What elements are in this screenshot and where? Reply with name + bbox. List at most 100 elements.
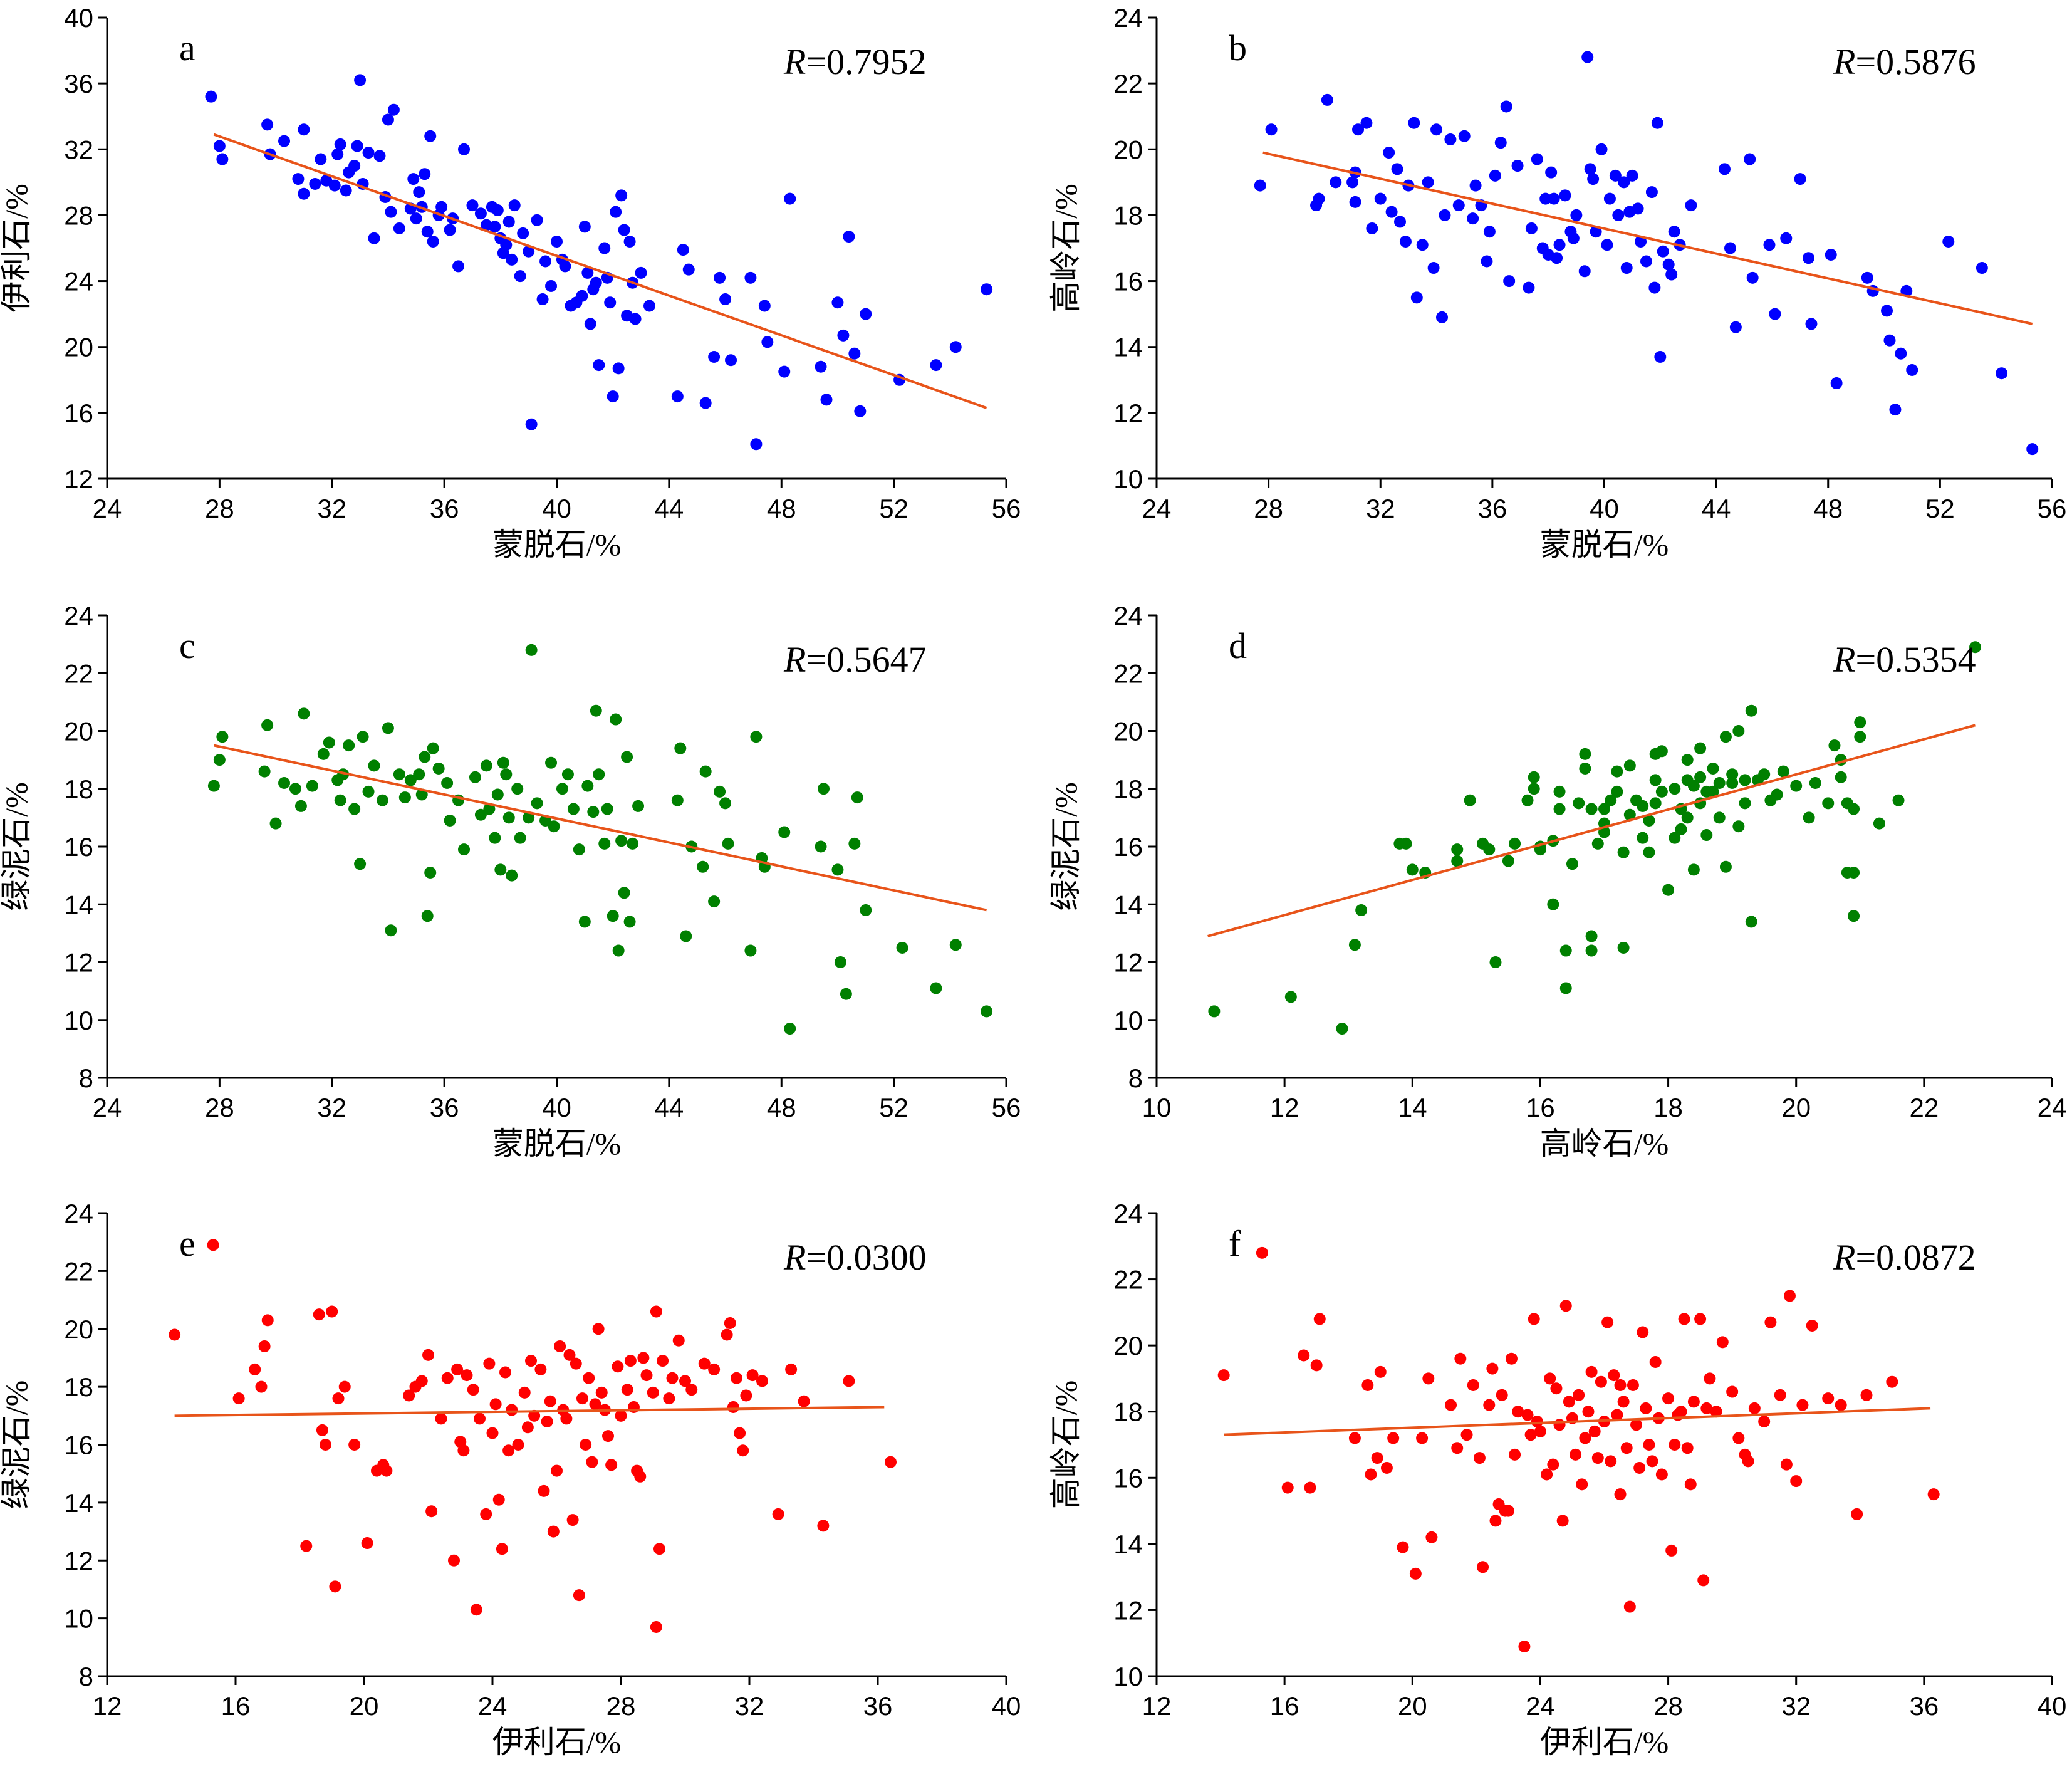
data-point [949,939,962,951]
data-point [602,1430,614,1443]
data-point [612,362,625,375]
data-point [1573,797,1585,810]
data-point [567,803,580,815]
data-point [1694,771,1707,783]
data-point [734,1427,746,1439]
data-point [1481,255,1493,268]
data-point [496,1543,508,1555]
fit-line [1224,1407,1931,1436]
data-point [604,296,617,309]
data-point [1790,1475,1803,1488]
data-point [1566,858,1578,870]
data-point [1486,1362,1499,1375]
data-point [1559,189,1571,202]
data-point [727,1401,739,1413]
y-tick-label: 16 [64,832,93,862]
data-point [699,397,712,409]
data-point [1512,1406,1524,1418]
data-point [1556,1515,1569,1527]
data-point [486,1427,499,1439]
data-point [581,780,594,792]
x-tick-label: 14 [1398,1093,1427,1122]
data-point [563,1349,576,1361]
data-point [506,253,518,266]
x-tick-label: 24 [93,1093,122,1122]
data-point [1397,1541,1409,1553]
data-point [480,759,492,772]
data-point [500,239,513,251]
r-value: =0.0872 [1855,1237,1976,1278]
x-tick-label: 18 [1653,1093,1683,1122]
fit-line [1262,151,2033,325]
data-point [261,1314,274,1327]
data-point [545,279,558,292]
data-point [677,244,689,256]
data-point [581,266,594,279]
data-point [1511,160,1524,172]
data-point [289,783,301,795]
data-point [474,207,487,220]
y-tick-label: 12 [1113,399,1143,428]
data-point [1483,226,1496,238]
data-point [1550,1382,1563,1395]
x-axis-label: 蒙脱石/% [1540,527,1669,562]
data-point [1835,771,1847,783]
data-point [1684,1478,1697,1491]
data-point [1681,1442,1694,1454]
data-point [1996,367,2008,380]
data-point [746,1369,759,1382]
data-point [744,944,757,957]
data-point [1614,1379,1627,1391]
data-point [1545,166,1558,179]
data-point [1587,173,1600,185]
data-point [278,777,291,790]
data-point [1444,133,1457,146]
data-point [1451,855,1464,867]
data-point [1559,944,1572,957]
data-point [531,214,543,226]
data-point [848,837,861,850]
data-point [413,768,425,781]
data-point [541,1416,553,1428]
data-point [1640,1402,1652,1414]
data-point [1265,123,1278,136]
data-point [785,1363,798,1375]
x-tick-label: 12 [1142,1691,1172,1721]
data-point [1623,759,1636,772]
y-tick-label: 22 [1113,69,1143,98]
data-point [1399,235,1412,248]
y-tick-label: 10 [1113,1006,1143,1035]
data-point [1385,206,1398,218]
r-symbol: R [1833,1237,1855,1278]
data-point [778,365,791,378]
data-point [1313,192,1325,205]
x-axis-label: 蒙脱石/% [492,527,622,562]
x-tick-label: 24 [478,1691,508,1721]
data-point [679,1375,691,1387]
data-point [740,1389,752,1402]
data-point [624,1355,637,1367]
data-point [1595,1375,1607,1388]
data-point [1208,1005,1221,1018]
y-tick-label: 24 [1113,3,1143,33]
data-point [1618,176,1630,189]
data-point [340,184,352,197]
data-point [531,797,543,810]
data-point [1732,820,1745,833]
data-point [1665,268,1678,281]
y-tick-label: 22 [1113,659,1143,688]
data-point [1732,725,1745,737]
data-point [1256,1246,1268,1259]
x-tick-label: 22 [1909,1093,1939,1122]
y-tick-label: 8 [79,1063,93,1093]
data-point [1732,1432,1745,1444]
data-point [860,308,872,320]
data-point [834,956,846,968]
data-point [313,1308,325,1321]
y-axis-label: 绿泥石/% [1048,782,1083,911]
data-point [382,113,394,126]
data-point [1848,867,1860,879]
data-point [784,192,796,205]
y-tick-label: 36 [64,69,93,98]
data-point [1675,823,1687,835]
